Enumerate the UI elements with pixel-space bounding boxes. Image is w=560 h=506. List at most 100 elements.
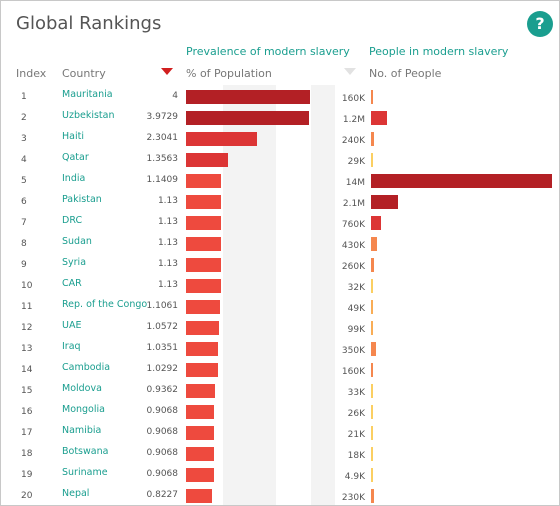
people-value-label: 49K <box>347 304 365 314</box>
people-bar <box>371 468 373 482</box>
people-value-label: 4.9K <box>344 472 365 482</box>
people-value-label: 2.1M <box>342 199 365 209</box>
country-link[interactable]: Mongolia <box>62 404 105 415</box>
country-link[interactable]: Qatar <box>62 152 89 163</box>
sort-descending-inactive-icon[interactable] <box>344 68 356 76</box>
prevalence-value-label: 0.9362 <box>146 385 179 395</box>
people-bar <box>371 237 377 251</box>
prevalence-bar <box>186 384 216 398</box>
row-index: 20 <box>21 491 33 501</box>
country-link[interactable]: Rep. of the Congo <box>62 299 148 310</box>
country-link[interactable]: Syria <box>62 257 87 268</box>
prevalence-bar <box>186 237 222 251</box>
prevalence-bar <box>186 216 222 230</box>
people-value-label: 350K <box>341 346 365 356</box>
index-column-header[interactable]: Index <box>16 67 47 80</box>
prevalence-column-header[interactable]: % of Population <box>186 67 272 80</box>
people-column-header[interactable]: No. of People <box>369 67 442 80</box>
country-link[interactable]: Pakistan <box>62 194 102 205</box>
help-button[interactable]: ? <box>527 11 553 37</box>
country-link[interactable]: Botswana <box>62 446 109 457</box>
country-link[interactable]: Moldova <box>62 383 102 394</box>
prevalence-bar <box>186 111 310 125</box>
sort-descending-active-icon[interactable] <box>161 68 173 76</box>
people-bar <box>371 342 376 356</box>
prevalence-bar <box>186 468 215 482</box>
row-index: 7 <box>21 218 27 228</box>
row-index: 10 <box>21 281 33 291</box>
people-bar <box>371 384 373 398</box>
people-value-label: 14M <box>345 178 365 188</box>
country-link[interactable]: CAR <box>62 278 82 289</box>
prevalence-value-label: 1.13 <box>157 280 178 290</box>
prevalence-value-label: 1.3563 <box>146 154 179 164</box>
row-index: 8 <box>21 239 27 249</box>
people-value-label: 1.2M <box>342 115 365 125</box>
row-index: 12 <box>21 323 33 333</box>
people-value-label: 33K <box>347 388 365 398</box>
people-bar <box>371 300 373 314</box>
people-value-label: 760K <box>341 220 365 230</box>
prevalence-value-label: 2.3041 <box>146 133 179 143</box>
people-bar <box>371 90 374 104</box>
people-bar <box>371 405 373 419</box>
people-bar <box>371 489 374 503</box>
country-link[interactable]: Iraq <box>62 341 81 352</box>
people-bar <box>371 258 375 272</box>
prevalence-value-label: 0.9068 <box>146 469 179 479</box>
people-value-label: 99K <box>347 325 365 335</box>
people-bar <box>371 174 552 188</box>
country-link[interactable]: India <box>62 173 86 184</box>
country-link[interactable]: Sudan <box>62 236 92 247</box>
country-link[interactable]: UAE <box>62 320 82 331</box>
country-link[interactable]: Suriname <box>62 467 108 478</box>
country-column-header[interactable]: Country <box>62 67 106 80</box>
row-index: 15 <box>21 386 33 396</box>
row-index: 19 <box>21 470 33 480</box>
row-index: 11 <box>21 302 33 312</box>
prevalence-metric-link[interactable]: Prevalence of modern slavery <box>186 45 350 58</box>
prevalence-value-label: 0.9068 <box>146 448 179 458</box>
prevalence-bar <box>186 342 219 356</box>
country-link[interactable]: Cambodia <box>62 362 111 373</box>
people-bar <box>371 195 399 209</box>
country-link[interactable]: Mauritania <box>62 89 113 100</box>
people-bar <box>371 132 375 146</box>
prevalence-value-label: 1.1409 <box>146 175 179 185</box>
row-index: 9 <box>21 260 27 270</box>
prevalence-value-label: 0.9068 <box>146 406 179 416</box>
prevalence-value-label: 1.13 <box>157 259 178 269</box>
country-link[interactable]: Haiti <box>62 131 84 142</box>
prevalence-value-label: 3.9729 <box>146 112 179 122</box>
prevalence-value-label: 1.1061 <box>146 301 179 311</box>
people-metric-link[interactable]: People in modern slavery <box>369 45 509 58</box>
prevalence-bar <box>186 132 258 146</box>
people-value-label: 18K <box>347 451 365 461</box>
people-bar <box>371 279 373 293</box>
prevalence-bar <box>186 426 215 440</box>
prevalence-bar <box>186 300 221 314</box>
people-value-label: 160K <box>341 94 365 104</box>
people-value-label: 26K <box>347 409 365 419</box>
people-bar <box>371 153 373 167</box>
prevalence-bar <box>186 405 215 419</box>
prevalence-bar <box>186 447 215 461</box>
people-value-label: 32K <box>347 283 365 293</box>
prevalence-grid-band <box>311 85 335 505</box>
country-link[interactable]: Namibia <box>62 425 102 436</box>
prevalence-value-label: 4 <box>172 91 178 101</box>
country-link[interactable]: Uzbekistan <box>62 110 115 121</box>
row-index: 17 <box>21 428 33 438</box>
prevalence-value-label: 1.0292 <box>146 364 179 374</box>
prevalence-value-label: 0.9068 <box>146 427 179 437</box>
row-index: 14 <box>21 365 33 375</box>
row-index: 3 <box>21 134 27 144</box>
people-value-label: 230K <box>341 493 365 503</box>
people-value-label: 240K <box>341 136 365 146</box>
people-bar <box>371 363 374 377</box>
row-index: 1 <box>21 92 27 102</box>
prevalence-bar <box>186 489 212 503</box>
people-bar <box>371 111 387 125</box>
country-link[interactable]: DRC <box>62 215 83 226</box>
country-link[interactable]: Nepal <box>62 488 90 499</box>
